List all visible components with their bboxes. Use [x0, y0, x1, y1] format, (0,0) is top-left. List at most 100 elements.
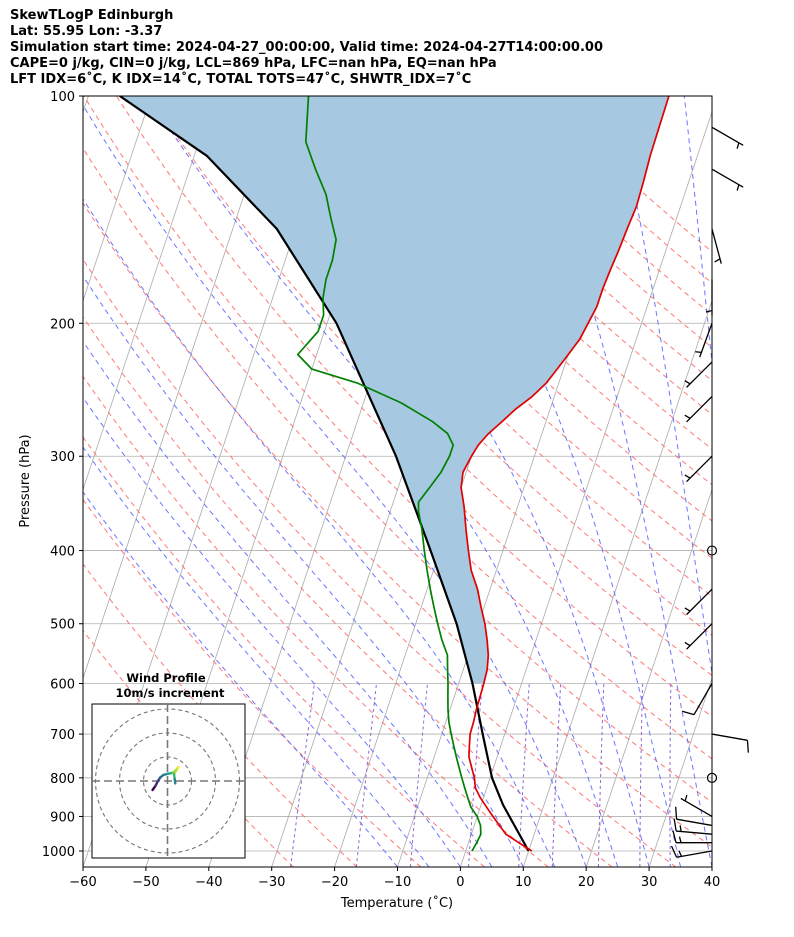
- barb-shaft: [686, 361, 713, 388]
- barb-half: [678, 836, 682, 843]
- cape-shading: [119, 96, 669, 684]
- title-line-station: SkewTLogP Edinburgh: [10, 8, 174, 23]
- mixing-ratio-line: [551, 683, 562, 867]
- mixing-ratio-line: [468, 683, 483, 867]
- dry-adiabat: [83, 96, 712, 760]
- x-tick-label: 20: [578, 875, 595, 890]
- barb-half: [684, 794, 688, 802]
- isotherm-line: [585, 488, 712, 867]
- barb-half: [736, 142, 740, 149]
- wind-barb: [680, 794, 713, 818]
- isotherm-line: [83, 96, 89, 114]
- x-tick-label: −30: [258, 875, 285, 890]
- moist-adiabat: [362, 96, 681, 867]
- moist-adiabat: [239, 96, 650, 867]
- y-tick-label: 200: [50, 317, 75, 332]
- mixing-ratio-line: [639, 683, 644, 867]
- barb-half: [684, 380, 691, 385]
- title-line-location: Lat: 55.95 Lon: -3.37: [10, 24, 163, 39]
- moist-adiabat: [83, 396, 461, 867]
- wind-barb: [681, 683, 713, 716]
- barb-half: [736, 184, 740, 191]
- barb-half: [684, 607, 691, 612]
- wind-barb: [711, 126, 744, 149]
- dewpoint-profile: [296, 96, 482, 852]
- isotherm-line: [711, 865, 712, 867]
- chart-title: SkewTLogP Edinburgh Lat: 55.95 Lon: -3.3…: [10, 8, 603, 88]
- wind-barb: [684, 455, 713, 483]
- barb-shaft: [699, 323, 713, 358]
- barb-full: [673, 818, 677, 832]
- barb-half: [684, 414, 691, 419]
- moist-adiabat: [83, 198, 556, 867]
- temperature-profile: [460, 96, 670, 852]
- parcel-profile: [119, 96, 530, 852]
- dry-adiabat: [83, 498, 422, 867]
- title-line-times: Simulation start time: 2024-04-27_00:00:…: [10, 40, 603, 55]
- dry-adiabat: [246, 96, 712, 559]
- dry-adiabat: [83, 202, 712, 848]
- title-line-cape: CAPE=0 j/kg, CIN=0 j/kg, LCL=869 hPa, LF…: [10, 56, 497, 71]
- barb-full: [675, 806, 678, 820]
- barb-half: [695, 351, 702, 354]
- mixing-ratio-line: [290, 683, 315, 867]
- dry-adiabat: [83, 563, 358, 867]
- moist-adiabat: [83, 340, 493, 867]
- x-tick-label: 10: [515, 875, 532, 890]
- y-tick-label: 1000: [42, 845, 75, 860]
- barb-shaft: [686, 455, 713, 483]
- isotherm-line: [460, 110, 712, 867]
- barb-half: [684, 474, 691, 479]
- isotherm-line: [522, 299, 712, 867]
- x-tick-label: −10: [384, 875, 411, 890]
- dry-adiabat: [83, 147, 712, 803]
- hodograph-segment: [173, 778, 177, 785]
- barb-half: [705, 309, 713, 313]
- y-tick-label: 900: [50, 810, 75, 825]
- wind-barb: [706, 545, 718, 556]
- barb-shaft: [711, 228, 722, 264]
- x-axis-label: Temperature (˚C): [340, 895, 453, 911]
- barb-shaft: [676, 850, 713, 858]
- wind-barb: [672, 830, 712, 844]
- isotherm-line: [83, 96, 215, 491]
- barb-shaft: [711, 733, 748, 741]
- wind-barb: [695, 323, 713, 358]
- calm-circle: [706, 772, 718, 783]
- x-tick-label: −20: [321, 875, 348, 890]
- moist-adiabat: [504, 96, 712, 867]
- wind-barb: [705, 279, 713, 316]
- barb-full: [670, 845, 678, 858]
- x-tick-label: −60: [69, 875, 96, 890]
- barb-shaft: [676, 818, 713, 827]
- mixing-ratio-line: [597, 683, 605, 867]
- barb-half: [679, 825, 682, 832]
- y-tick-label: 500: [50, 618, 75, 633]
- wind-barb: [706, 772, 718, 783]
- wind-barb: [684, 623, 713, 650]
- inset-title: Wind Profile: [126, 671, 206, 685]
- hodograph-inset: Wind Profile 10m/s increment: [91, 671, 246, 859]
- moist-adiabat: [83, 491, 398, 867]
- x-tick-label: 0: [456, 875, 464, 890]
- y-tick-label: 100: [50, 90, 75, 105]
- y-tick-label: 400: [50, 545, 75, 560]
- wind-barb: [670, 845, 713, 858]
- mixing-ratio-line: [518, 683, 530, 867]
- barb-half: [684, 641, 691, 647]
- inset-subtitle: 10m/s increment: [116, 686, 225, 700]
- barb-full: [746, 740, 749, 753]
- moist-adiabat: [683, 96, 712, 368]
- barb-shaft: [693, 683, 713, 716]
- x-tick-label: 40: [704, 875, 721, 890]
- y-tick-label: 600: [50, 678, 75, 693]
- isotherm-line: [83, 96, 152, 303]
- wind-barb: [675, 806, 713, 827]
- calm-circle: [706, 545, 718, 556]
- y-tick-label: 300: [50, 450, 75, 465]
- y-tick-label: 800: [50, 772, 75, 787]
- moist-adiabat: [147, 96, 619, 867]
- x-tick-label: −40: [195, 875, 222, 890]
- isotherm-line: [648, 676, 712, 867]
- barb-shaft: [711, 126, 744, 146]
